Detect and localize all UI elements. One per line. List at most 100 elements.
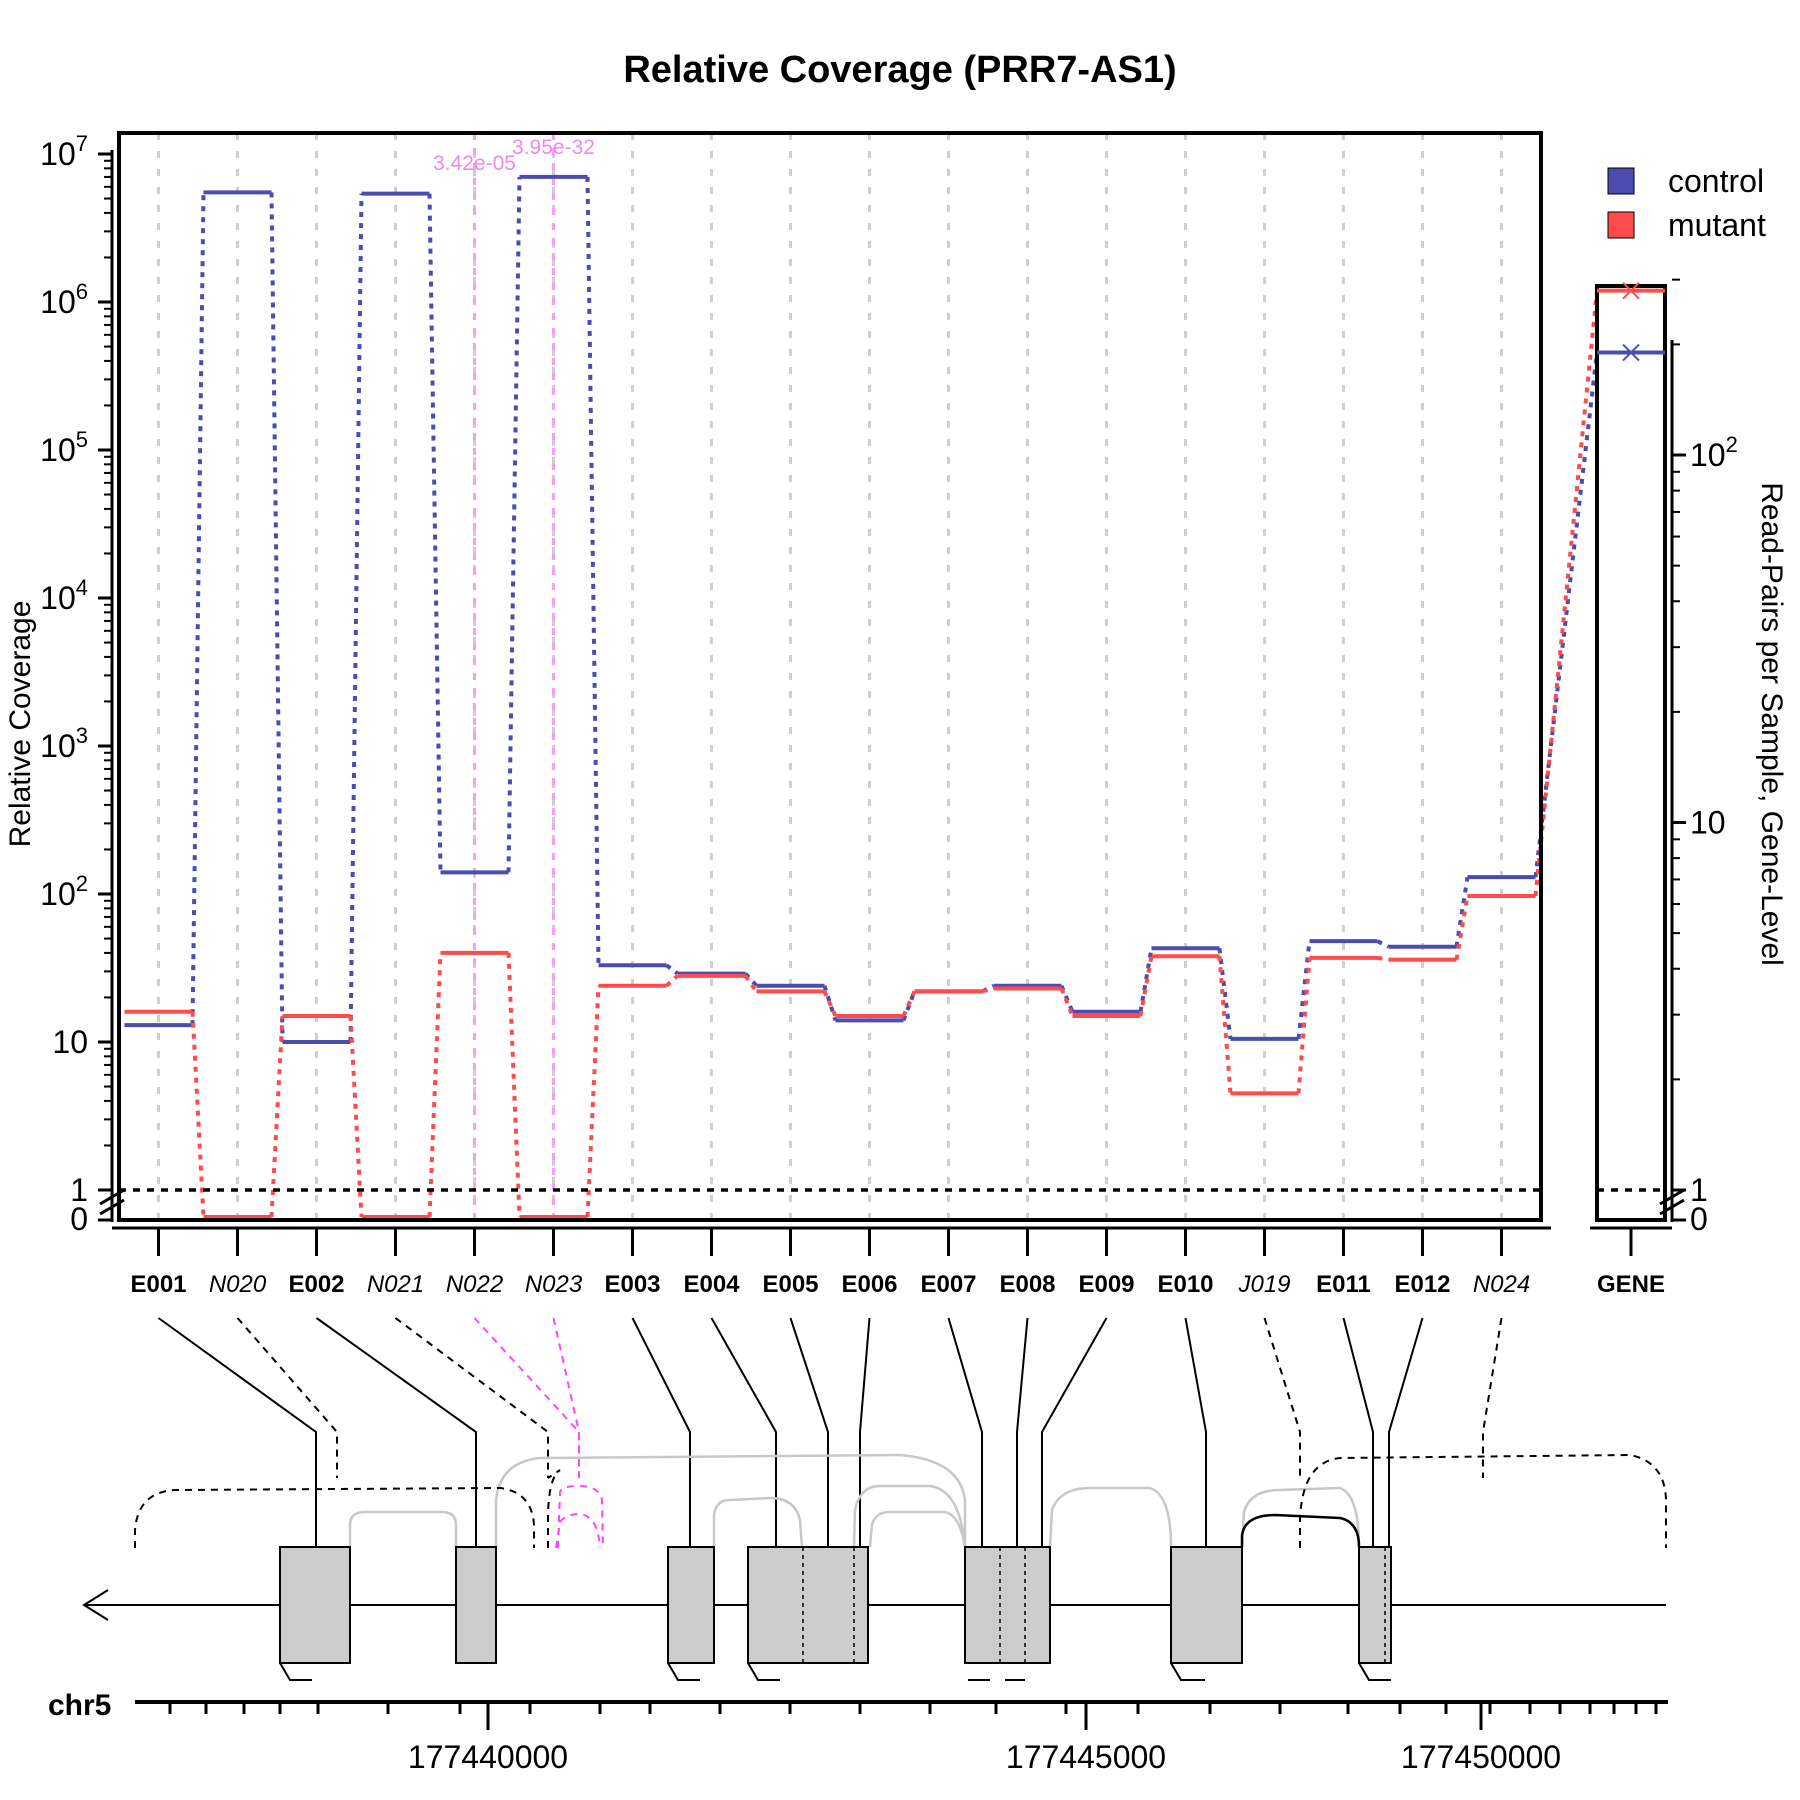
series-mutant-connector <box>981 986 995 994</box>
x-tick-label: E010 <box>1157 1271 1213 1298</box>
gene-level-marker-mutant <box>1622 281 1640 300</box>
exon-box <box>747 1546 869 1664</box>
junction-arc-significant <box>557 1484 604 1549</box>
x-tick-label: E001 <box>130 1271 186 1298</box>
exon-box <box>1170 1546 1243 1664</box>
exon-connector <box>1482 1317 1503 1478</box>
series-control-connector <box>269 192 285 1043</box>
exon-connector <box>1016 1317 1029 1547</box>
series-mutant-connector <box>585 985 601 1218</box>
y-tick-label: 106 <box>40 279 88 320</box>
significance-label: 3.95e-32 <box>512 136 595 159</box>
axis-break-right <box>1659 1188 1685 1216</box>
y-tick-label: 104 <box>40 575 88 616</box>
series-mutant-connector <box>665 974 679 988</box>
exon-box <box>1358 1546 1392 1664</box>
x-tick-label: N021 <box>367 1271 424 1298</box>
y-axis-label-right: Read-Pairs per Sample, Gene-Level <box>1755 482 1788 966</box>
legend-swatch-control <box>1607 167 1635 195</box>
exon-bracket <box>667 1662 700 1681</box>
gene-level-marker-control <box>1622 343 1640 362</box>
series-control-connector <box>190 192 206 1026</box>
y-tick-label: 10 <box>52 1024 88 1060</box>
exon-connector <box>315 1317 477 1547</box>
y-tick-label: 0 <box>70 1201 88 1237</box>
exon-box <box>279 1546 351 1664</box>
exon-connector <box>631 1317 691 1547</box>
series-mutant-connector <box>348 1015 364 1218</box>
exon-connector <box>157 1317 317 1547</box>
exon-box <box>455 1546 497 1664</box>
series-control-connector <box>1296 940 1312 1040</box>
junction-arc-significant <box>555 1512 601 1549</box>
series-mutant-connector <box>901 990 917 1017</box>
series-control-connector <box>427 193 443 873</box>
exon-connector <box>1184 1317 1207 1547</box>
x-tick-label: N020 <box>209 1271 267 1298</box>
legend: control mutant <box>1607 163 1766 243</box>
series-mutant-connector <box>1454 895 1470 961</box>
series-mutant-connector <box>1377 955 1389 962</box>
y-tick-label-right: 10 <box>1690 805 1726 841</box>
genome-tick-label: 177450000 <box>1401 1739 1561 1775</box>
y-tick-label: 102 <box>40 871 88 912</box>
x-tick-label: N022 <box>446 1271 503 1298</box>
x-tick-label: E002 <box>288 1271 344 1298</box>
legend-swatch-mutant <box>1607 211 1635 239</box>
chart-marks: 3.42e-053.95e-32011010210310410510610701… <box>40 131 1738 1775</box>
junction-arc-novel <box>1299 1453 1667 1548</box>
genome-tick-label: 177440000 <box>408 1739 568 1775</box>
exon-connector <box>1388 1317 1424 1547</box>
series-mutant-connector <box>1059 987 1075 1017</box>
x-tick-label: N023 <box>525 1271 583 1298</box>
series-control-connector <box>1376 939 1390 949</box>
series-mutant-connector <box>743 974 759 993</box>
junction-arc-novel <box>547 1469 561 1548</box>
y-tick-label: 1 <box>70 1172 88 1208</box>
strand-arrow <box>82 1589 109 1621</box>
legend-label-control: control <box>1668 163 1764 199</box>
gene-panel-frame <box>1595 284 1667 1222</box>
series-mutant-connector <box>822 990 838 1017</box>
series-mutant-connector <box>1217 956 1233 1094</box>
series-control-connector <box>506 176 522 873</box>
junction-arc <box>348 1510 458 1547</box>
x-tick-label: E003 <box>604 1271 660 1298</box>
series-control-connector <box>1217 948 1233 1040</box>
exon-connector <box>710 1317 777 1547</box>
series-mutant-gene-connector <box>1533 290 1599 897</box>
chart-title: Relative Coverage (PRR7-AS1) <box>623 49 1176 91</box>
junction-arc-novel <box>134 1486 535 1548</box>
exon-connector <box>1263 1317 1301 1478</box>
y-tick-label-right: 102 <box>1690 432 1738 473</box>
exon-bracket <box>1170 1662 1205 1681</box>
junction-arc <box>1048 1486 1173 1548</box>
x-tick-label: E006 <box>841 1271 897 1298</box>
series-control-connector <box>1454 876 1470 948</box>
exon-box <box>964 1546 1051 1664</box>
junction-arc-novel <box>1240 1513 1361 1548</box>
junction-arc <box>852 1484 967 1548</box>
exon-connector <box>236 1317 338 1478</box>
exon-connector <box>1342 1317 1374 1547</box>
junction-arc <box>712 1496 804 1548</box>
x-tick-label: E011 <box>1316 1271 1371 1298</box>
exon-connector <box>473 1317 580 1478</box>
significance-label: 3.42e-05 <box>433 152 516 175</box>
exon-connector <box>789 1317 829 1547</box>
series-control-gene-connector <box>1533 352 1599 878</box>
series-mutant-connector <box>269 1015 285 1218</box>
plot-frame <box>117 131 1543 1222</box>
series-mutant-connector <box>190 1011 206 1218</box>
exon-box <box>667 1546 715 1664</box>
exon-connector <box>552 1317 580 1478</box>
exon-bracket <box>747 1662 780 1681</box>
y-tick-label-right: 0 <box>1690 1201 1708 1237</box>
axis-break <box>99 1188 125 1216</box>
series-control-connector <box>348 193 364 1043</box>
series-mutant-connector <box>427 952 443 1218</box>
x-tick-label: J019 <box>1237 1271 1290 1298</box>
gene-label: GENE <box>1597 1271 1665 1298</box>
x-tick-label: N024 <box>1473 1271 1530 1298</box>
